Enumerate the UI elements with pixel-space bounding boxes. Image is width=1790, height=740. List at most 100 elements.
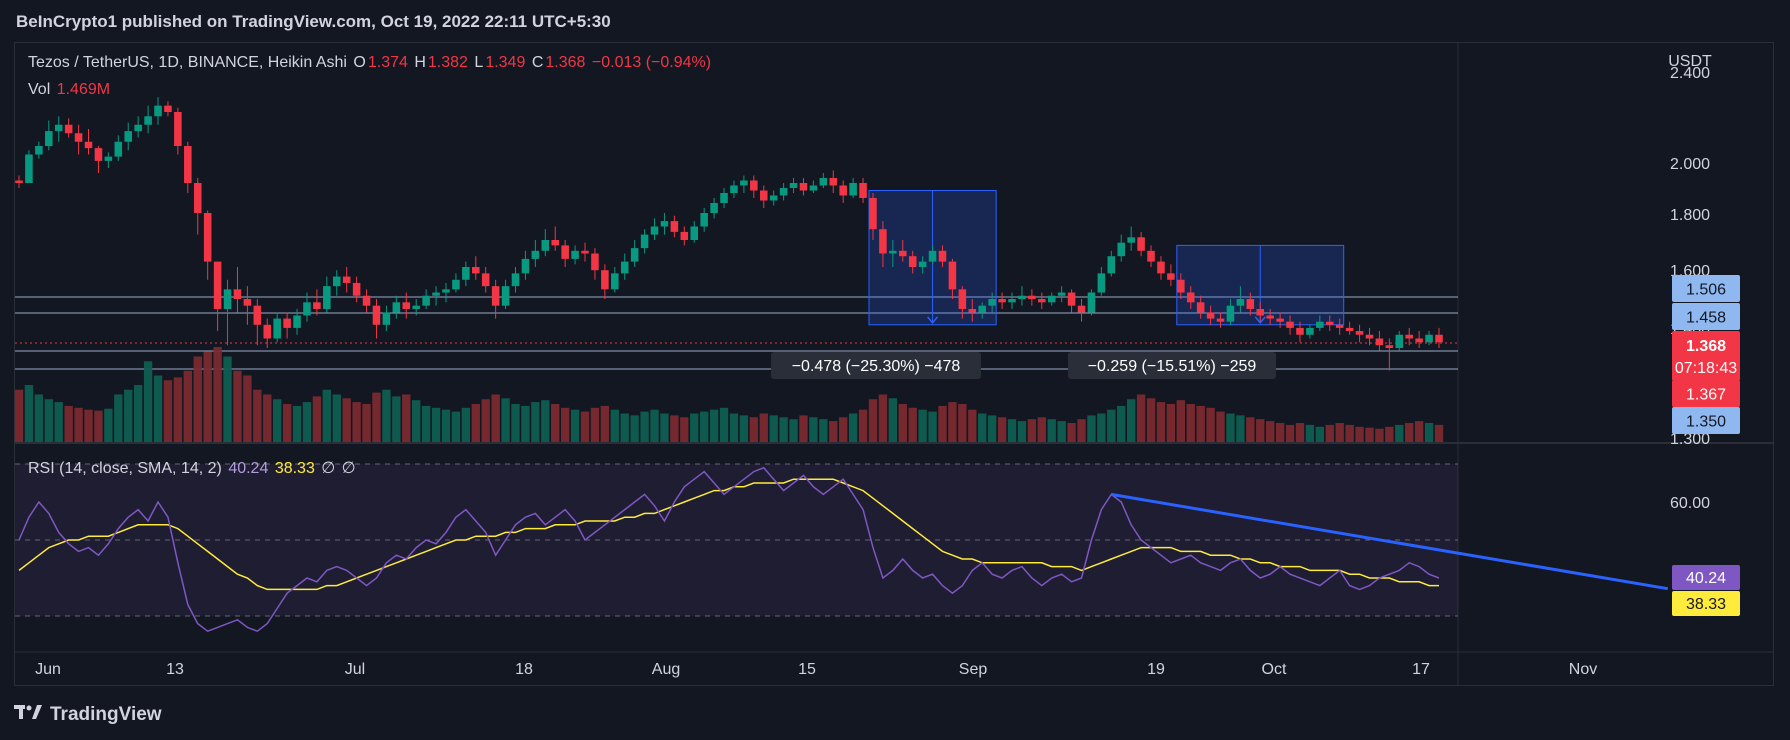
candle-body <box>293 315 301 328</box>
volume-bar <box>928 411 937 442</box>
candle-body <box>1405 334 1413 339</box>
volume-bar <box>1414 421 1424 442</box>
candle-body <box>750 180 758 191</box>
volume-bar <box>412 400 421 442</box>
candle-body <box>74 133 83 142</box>
candle-body <box>1276 318 1284 322</box>
candle-body <box>382 312 391 325</box>
candle-body <box>1057 292 1066 296</box>
volume-bar <box>600 405 610 442</box>
candle-body <box>988 299 996 306</box>
candle-body <box>859 183 867 198</box>
volume-bar <box>878 394 888 442</box>
volume-bar <box>382 389 391 442</box>
candle-body <box>541 240 550 251</box>
volume-bar <box>104 408 113 442</box>
candle-body <box>889 250 897 254</box>
candle-body <box>15 180 23 183</box>
volume-bar <box>541 400 550 442</box>
volume-bar <box>1285 424 1295 442</box>
candle-body <box>551 240 559 246</box>
volume-bar <box>898 404 907 442</box>
volume-bar <box>958 404 967 442</box>
tradingview-logo-icon <box>14 704 42 726</box>
price-chart[interactable]: −0.478 (−25.30%) −478 −0.259 (−15.51%) −2… <box>0 0 1790 700</box>
candle-body <box>640 234 649 249</box>
volume-bar <box>997 417 1007 442</box>
volume-bar <box>809 417 818 442</box>
volume-bar <box>54 402 63 442</box>
candle-body <box>908 256 917 267</box>
volume-bar <box>670 415 679 442</box>
candle-body <box>740 180 748 186</box>
volume-bar <box>1047 419 1056 442</box>
volume-bar <box>1216 411 1225 442</box>
volume-bar <box>590 407 600 442</box>
candle-body <box>571 250 579 259</box>
volume-bar <box>461 407 471 442</box>
candle-body <box>1365 334 1374 339</box>
last-price-label-bg <box>1672 331 1740 381</box>
volume-bar <box>213 347 222 442</box>
measure-label-box <box>1068 352 1276 379</box>
volume-bar <box>491 394 500 442</box>
volume-bar <box>640 411 649 442</box>
volume-bar <box>114 394 123 442</box>
volume-bar <box>769 415 778 442</box>
rsi-value-label: 40.24 <box>1686 570 1726 587</box>
volume-bar <box>551 404 560 442</box>
price-label-1458-bg <box>1672 303 1740 330</box>
volume-bar <box>1295 423 1305 442</box>
time-tick-label: Sep <box>959 661 988 678</box>
candle-body <box>581 250 589 254</box>
volume-bar <box>749 417 758 442</box>
volume-bar <box>1176 400 1185 442</box>
chart-frame[interactable] <box>14 42 1774 686</box>
candle-body <box>879 229 887 254</box>
candle-body <box>203 213 212 262</box>
volume-bar <box>1246 417 1255 442</box>
last-price-label: 1.368 <box>1686 338 1726 355</box>
rsi-trendline <box>1111 492 1669 591</box>
legend-low-value: 1.349 <box>485 54 526 71</box>
volume-bar <box>173 377 183 442</box>
candle-body <box>233 289 242 299</box>
price-label-1350-bg <box>1672 407 1740 434</box>
volume-bar <box>44 399 53 442</box>
volume-bar <box>84 409 93 442</box>
volume-bar <box>858 409 868 442</box>
candle-body <box>1325 321 1334 325</box>
candle-body <box>501 286 510 306</box>
candle-body <box>918 261 927 267</box>
volume-bar <box>302 402 312 442</box>
volume-bar <box>888 398 898 442</box>
volume-bar <box>1424 423 1434 442</box>
volume-bar <box>630 415 639 442</box>
candle-body <box>789 183 798 188</box>
price-label-1506-bg <box>1672 275 1740 302</box>
volume-bar <box>1434 424 1444 442</box>
volume-bar <box>143 361 153 442</box>
candle-body <box>491 286 500 306</box>
candle-body <box>1385 345 1394 348</box>
volume-bar <box>263 394 272 442</box>
candle-body <box>611 273 619 290</box>
candle-body <box>481 273 490 287</box>
volume-bar <box>133 385 143 442</box>
candle-body <box>938 250 947 262</box>
volume-bar <box>690 413 699 442</box>
candle-body <box>730 185 738 193</box>
candle-body <box>660 221 669 227</box>
price-label-1367-bg <box>1672 380 1740 407</box>
candle-body <box>670 221 679 232</box>
candle-body <box>323 286 331 309</box>
candle-body <box>1167 273 1175 280</box>
candle-body <box>849 183 857 196</box>
candle-body <box>928 250 937 262</box>
candle-body <box>759 190 768 201</box>
candle-body <box>601 270 609 290</box>
candle-body <box>184 146 192 183</box>
candle-body <box>1395 334 1404 348</box>
volume-bar <box>362 404 371 442</box>
volume-bar <box>729 413 739 442</box>
